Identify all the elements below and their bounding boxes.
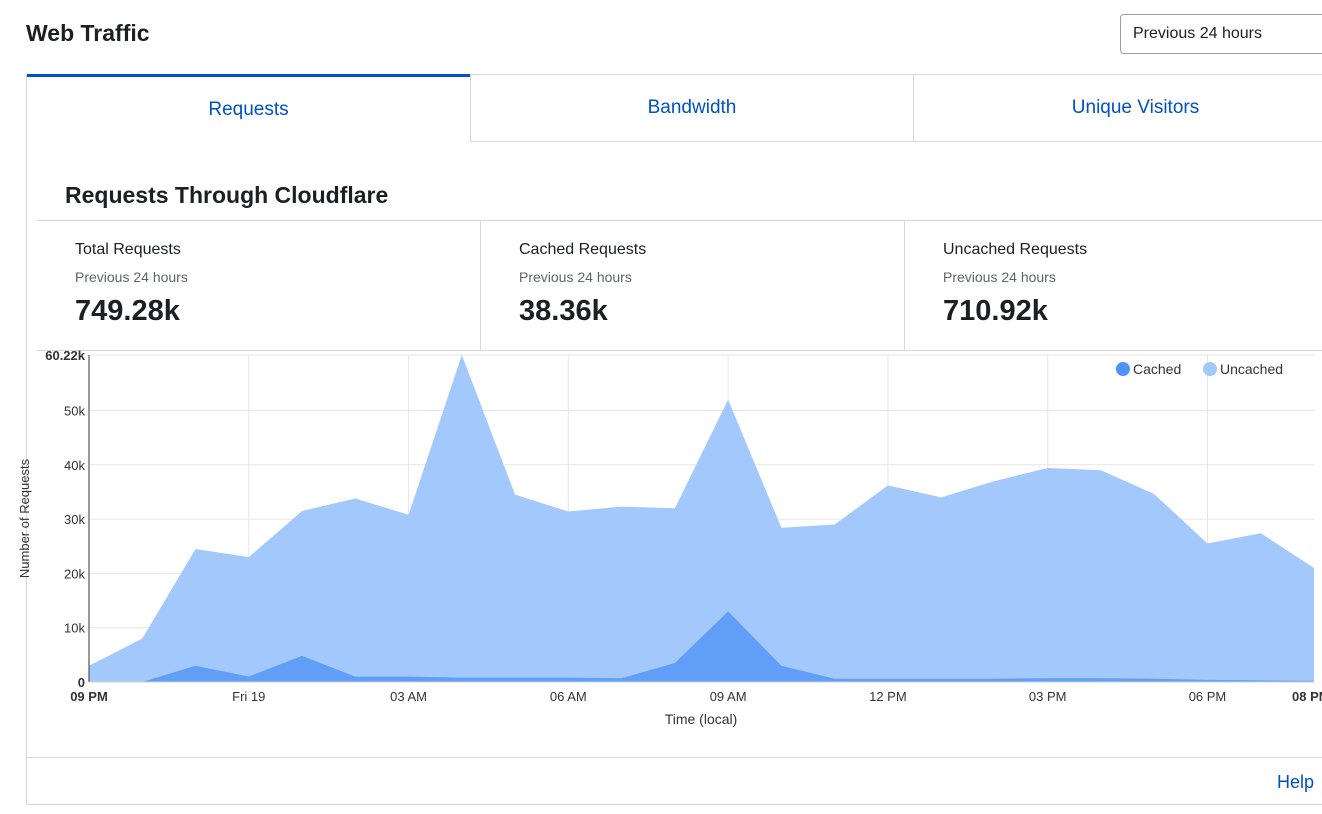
x-tick-label: 06 AM (550, 689, 587, 704)
x-tick-label: 12 PM (869, 689, 907, 704)
y-tick-label: 60.22k (45, 348, 86, 363)
traffic-tabs: Requests Bandwidth Unique Visitors (27, 74, 1322, 142)
x-tick-label: Fri 19 (232, 689, 265, 704)
y-axis-title: Number of Requests (17, 458, 32, 578)
stat-cached-requests: Cached Requests Previous 24 hours 38.36k (480, 221, 904, 351)
area-cached (89, 611, 1314, 682)
section-title: Requests Through Cloudflare (65, 182, 389, 208)
legend-label-cached: Cached (1133, 361, 1181, 377)
stat-value: 38.36k (519, 295, 608, 327)
stat-label: Cached Requests (519, 241, 647, 258)
page-title: Web Traffic (26, 20, 150, 46)
stat-period: Previous 24 hours (943, 269, 1056, 285)
tab-unique-visitors[interactable]: Unique Visitors (913, 74, 1322, 142)
stats-row: Total Requests Previous 24 hours 749.28k… (37, 220, 1322, 351)
legend-swatch-cached (1116, 362, 1130, 376)
x-tick-label: 03 PM (1029, 689, 1067, 704)
legend-swatch-uncached (1203, 362, 1217, 376)
stat-period: Previous 24 hours (519, 269, 632, 285)
stat-uncached-requests: Uncached Requests Previous 24 hours 710.… (904, 221, 1322, 351)
stat-label: Uncached Requests (943, 241, 1088, 258)
y-tick-label: 30k (64, 512, 85, 527)
stat-period: Previous 24 hours (75, 269, 188, 285)
y-tick-label: 0 (78, 675, 85, 690)
y-tick-label: 20k (64, 566, 85, 581)
area-uncached (89, 355, 1314, 682)
stat-total-requests: Total Requests Previous 24 hours 749.28k (37, 221, 480, 351)
x-tick-label: 06 PM (1189, 689, 1227, 704)
x-axis-title: Time (local) (665, 711, 738, 727)
legend-label-uncached: Uncached (1220, 361, 1283, 377)
y-tick-label: 50k (64, 403, 85, 418)
time-range-select[interactable]: Previous 24 hours (1120, 14, 1322, 54)
y-tick-label: 40k (64, 458, 85, 473)
x-tick-label: 09 PM (70, 689, 108, 704)
y-tick-label: 10k (64, 621, 85, 636)
x-tick-label: 09 AM (710, 689, 747, 704)
x-tick-label: 03 AM (390, 689, 427, 704)
requests-area-chart: 0 10k 20k 30k 40k 50k 60.22k 09 PM Fri 19 03 AM 06… (17, 348, 1322, 727)
card-footer: Help (27, 757, 1322, 806)
tab-requests[interactable]: Requests (27, 74, 470, 142)
x-tick-label: 08 PM (1292, 689, 1322, 704)
stat-label: Total Requests (75, 241, 181, 258)
stat-value: 749.28k (75, 295, 180, 327)
stat-value: 710.92k (943, 295, 1048, 327)
traffic-card: Requests Bandwidth Unique Visitors Reque… (17, 74, 1322, 806)
help-link[interactable]: Help (1277, 772, 1315, 792)
tab-bandwidth[interactable]: Bandwidth (470, 74, 913, 142)
